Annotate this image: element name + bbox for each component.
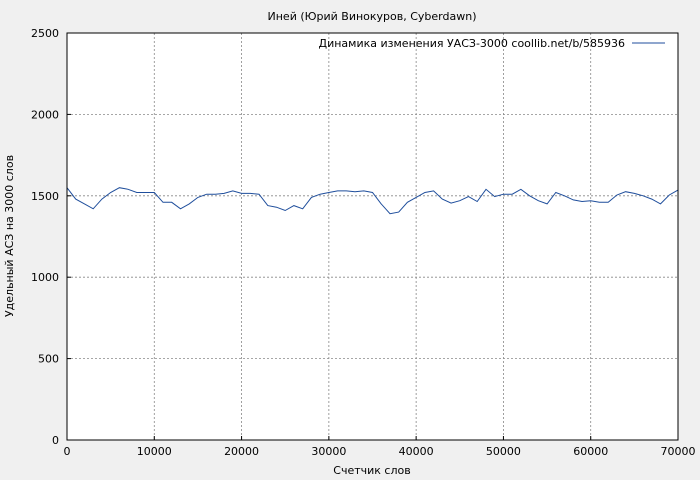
x-tick-label: 70000 <box>661 445 696 458</box>
grid-lines <box>67 33 678 440</box>
plot-area <box>67 33 678 440</box>
chart-title: Иней (Юрий Винокуров, Cyberdawn) <box>268 10 477 23</box>
y-axis-ticks: 0 500 1000 1500 2000 2500 <box>31 27 71 447</box>
legend: Динамика изменения УАСЗ-3000 coollib.net… <box>319 37 665 50</box>
y-tick-label: 1500 <box>31 190 59 203</box>
x-tick-label: 20000 <box>224 445 259 458</box>
x-tick-label: 40000 <box>399 445 434 458</box>
x-axis-label: Счетчик слов <box>333 464 410 477</box>
y-axis-label: Удельный АСЗ на 3000 слов <box>3 155 16 317</box>
y-tick-label: 0 <box>52 434 59 447</box>
y-tick-label: 1000 <box>31 271 59 284</box>
y-tick-label: 2500 <box>31 27 59 40</box>
legend-label: Динамика изменения УАСЗ-3000 coollib.net… <box>319 37 626 50</box>
x-tick-label: 0 <box>64 445 71 458</box>
x-tick-label: 60000 <box>573 445 608 458</box>
x-tick-label: 50000 <box>486 445 521 458</box>
series-layer <box>66 187 679 215</box>
y-tick-label: 500 <box>38 353 59 366</box>
x-tick-label: 10000 <box>137 445 172 458</box>
x-tick-label: 30000 <box>311 445 346 458</box>
series-line <box>66 187 679 215</box>
y-tick-label: 2000 <box>31 108 59 121</box>
x-axis-ticks: 0 10000 20000 30000 40000 50000 60000 70000 <box>64 436 696 458</box>
plot-frame <box>66 32 679 441</box>
